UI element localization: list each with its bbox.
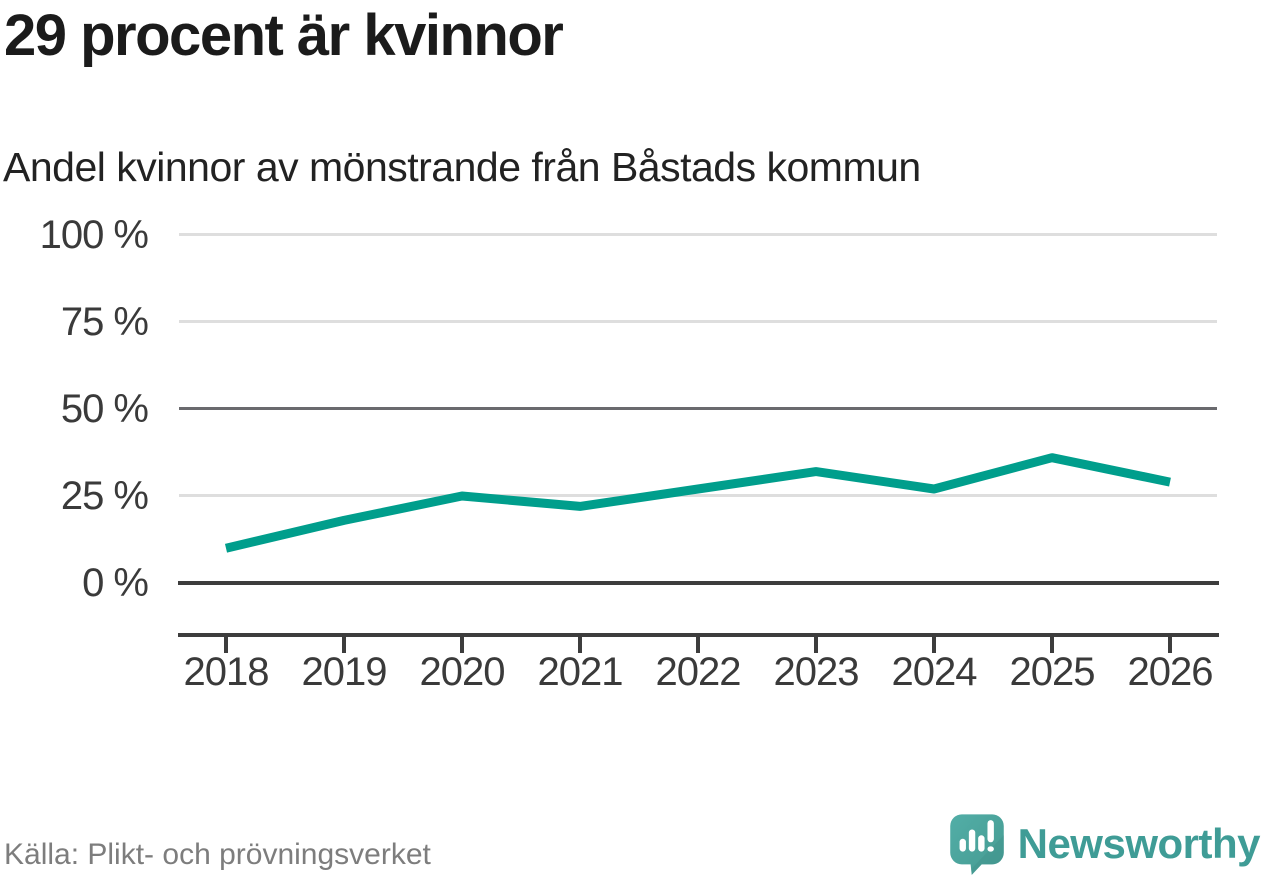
gridline-0 — [178, 581, 1219, 585]
source-caption: Källa: Plikt- och prövningsverket — [4, 838, 431, 871]
newsworthy-logo: Newsworthy — [946, 812, 1261, 876]
y-axis-label: 50 % — [60, 387, 149, 431]
x-axis-tick — [342, 637, 346, 653]
y-axis-label: 25 % — [60, 474, 149, 518]
x-axis-tick — [696, 637, 700, 653]
x-axis-label: 2022 — [655, 650, 742, 694]
page-title: 29 procent är kvinnor — [4, 3, 564, 68]
y-axis-label: 75 % — [60, 300, 149, 344]
x-axis-line — [178, 633, 1219, 637]
x-axis-tick — [1050, 637, 1054, 653]
y-axis-label: 0 % — [82, 561, 149, 605]
x-axis-label: 2024 — [891, 650, 978, 694]
brand-wordmark: Newsworthy — [1017, 820, 1261, 867]
newsworthy-bubble-chart-icon — [949, 814, 1004, 875]
gridline-25 — [179, 494, 1217, 497]
x-axis-tick — [460, 637, 464, 653]
x-axis-label: 2020 — [419, 650, 506, 694]
x-axis-label: 2026 — [1127, 650, 1214, 694]
x-axis-label: 2023 — [773, 650, 860, 694]
x-axis-tick — [1168, 637, 1172, 653]
x-axis-tick — [224, 637, 228, 653]
x-axis-tick — [932, 637, 936, 653]
x-axis-tick — [578, 637, 582, 653]
x-axis-tick — [814, 637, 818, 653]
y-axis-label: 100 % — [39, 213, 149, 257]
gridline-75 — [179, 320, 1217, 323]
x-axis-label: 2021 — [537, 650, 624, 694]
gridline-50 — [179, 407, 1217, 410]
chart-subtitle: Andel kvinnor av mönstrande från Båstads… — [3, 144, 921, 190]
x-axis-label: 2018 — [183, 650, 270, 694]
x-axis-label: 2019 — [301, 650, 388, 694]
gridline-100 — [179, 233, 1217, 236]
x-axis-label: 2025 — [1009, 650, 1096, 694]
